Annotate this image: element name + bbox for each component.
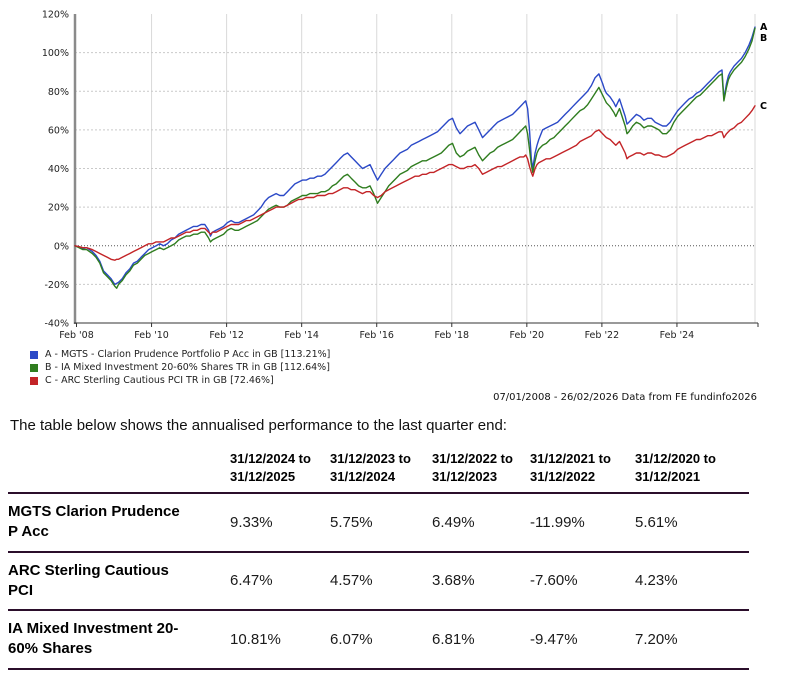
svg-text:40%: 40% — [48, 164, 69, 175]
svg-text:C: C — [760, 101, 767, 112]
column-header-5: 31/12/2020 to 31/12/2021 — [635, 450, 749, 495]
column-header-2-line1: 31/12/2023 to — [330, 451, 411, 466]
cell-value: 5.75% — [330, 493, 432, 553]
column-header-1: 31/12/2024 to 31/12/2025 — [230, 450, 330, 495]
svg-text:B: B — [760, 33, 767, 44]
table-header-row: 31/12/2024 to 31/12/2025 31/12/2023 to 3… — [8, 450, 749, 495]
cell-value: 3.68% — [432, 551, 530, 612]
svg-text:100%: 100% — [42, 48, 69, 59]
cell-value: -11.99% — [530, 493, 635, 553]
series-a-swatch-icon — [30, 350, 38, 359]
row-label-ia-mixed: IA Mixed Investment 20- 60% Shares — [8, 610, 230, 670]
legend-item-b: B - IA Mixed Investment 20-60% Shares TR… — [30, 361, 789, 374]
cell-value: -7.60% — [530, 551, 635, 612]
row-label-line2: PCI — [8, 581, 34, 599]
row-label-line2: 60% Shares — [8, 640, 93, 658]
column-header-4-line2: 31/12/2022 — [530, 468, 596, 484]
svg-text:Feb '20: Feb '20 — [510, 330, 545, 341]
svg-text:Feb '12: Feb '12 — [209, 330, 244, 341]
column-header-3-line2: 31/12/2023 — [432, 468, 498, 484]
cell-value: 6.47% — [230, 551, 330, 612]
svg-text:Feb '14: Feb '14 — [284, 330, 319, 341]
svg-text:Feb '24: Feb '24 — [660, 330, 695, 341]
cell-value: -9.47% — [530, 610, 635, 670]
column-header-5-line2: 31/12/2021 — [635, 468, 701, 484]
column-header-2: 31/12/2023 to 31/12/2024 — [330, 450, 432, 495]
cell-value: 5.61% — [635, 493, 749, 553]
cell-value: 6.49% — [432, 493, 530, 553]
column-header-2-line2: 31/12/2024 — [330, 468, 396, 484]
svg-text:0%: 0% — [54, 241, 69, 252]
column-header-3-line1: 31/12/2022 to — [432, 451, 513, 466]
table-corner-cell — [8, 450, 230, 495]
legend-label-b: B - IA Mixed Investment 20-60% Shares TR… — [45, 362, 330, 373]
svg-text:Feb '16: Feb '16 — [359, 330, 394, 341]
svg-text:Feb '22: Feb '22 — [585, 330, 620, 341]
svg-text:80%: 80% — [48, 87, 69, 98]
row-label-line1: ARC Sterling Cautious — [8, 561, 169, 579]
cell-value: 6.07% — [330, 610, 432, 670]
svg-text:A: A — [760, 22, 768, 33]
svg-text:-20%: -20% — [44, 280, 69, 291]
table-row-arc-sterling: ARC Sterling Cautious PCI 6.47% 4.57% 3.… — [8, 551, 749, 612]
table-row-mgts-clarion: MGTS Clarion Prudence P Acc 9.33% 5.75% … — [8, 493, 749, 553]
performance-chart-block: 120% 100% 80% 60% 40% 20% 0% -20% -40% Feb '08 Feb… — [30, 10, 789, 403]
performance-table: 31/12/2024 to 31/12/2025 31/12/2023 to 3… — [8, 450, 749, 670]
svg-text:20%: 20% — [48, 203, 69, 214]
cell-value: 6.81% — [432, 610, 530, 670]
chart-date-range: 07/01/2008 - 26/02/2026 Data from FE fun… — [493, 392, 757, 403]
row-label-line2: P Acc — [8, 523, 49, 541]
legend-item-a: A - MGTS - Clarion Prudence Portfolio P … — [30, 348, 789, 361]
row-label-arc-sterling: ARC Sterling Cautious PCI — [8, 551, 230, 612]
legend-label-a: A - MGTS - Clarion Prudence Portfolio P … — [45, 349, 331, 360]
row-label-line1: IA Mixed Investment 20- — [8, 620, 179, 638]
table-intro-text: The table below shows the annualised per… — [10, 417, 507, 434]
cell-value: 4.57% — [330, 551, 432, 612]
legend-label-c: C - ARC Sterling Cautious PCI TR in GB [… — [45, 375, 274, 386]
column-header-1-line1: 31/12/2024 to — [230, 451, 311, 466]
svg-text:Feb '10: Feb '10 — [134, 330, 169, 341]
chart-legend: A - MGTS - Clarion Prudence Portfolio P … — [30, 348, 789, 387]
row-label-line1: MGTS Clarion Prudence — [8, 503, 180, 521]
column-header-3: 31/12/2022 to 31/12/2023 — [432, 450, 530, 495]
column-header-5-line1: 31/12/2020 to — [635, 451, 716, 466]
cell-value: 10.81% — [230, 610, 330, 670]
cell-value: 4.23% — [635, 551, 749, 612]
legend-item-c: C - ARC Sterling Cautious PCI TR in GB [… — [30, 374, 789, 387]
row-label-mgts-clarion: MGTS Clarion Prudence P Acc — [8, 493, 230, 553]
column-header-4-line1: 31/12/2021 to — [530, 451, 611, 466]
table-row-ia-mixed: IA Mixed Investment 20- 60% Shares 10.81… — [8, 610, 749, 670]
series-b-swatch-icon — [30, 363, 38, 372]
svg-text:60%: 60% — [48, 125, 69, 136]
cell-value: 9.33% — [230, 493, 330, 553]
svg-text:Feb '08: Feb '08 — [59, 330, 94, 341]
series-c-swatch-icon — [30, 376, 38, 385]
svg-text:120%: 120% — [42, 10, 69, 21]
svg-text:Feb '18: Feb '18 — [435, 330, 470, 341]
svg-text:-40%: -40% — [44, 319, 69, 330]
cell-value: 7.20% — [635, 610, 749, 670]
column-header-1-line2: 31/12/2025 — [230, 468, 296, 484]
performance-chart: 120% 100% 80% 60% 40% 20% 0% -20% -40%Feb '08 Feb… — [42, 10, 768, 342]
column-header-4: 31/12/2021 to 31/12/2022 — [530, 450, 635, 495]
